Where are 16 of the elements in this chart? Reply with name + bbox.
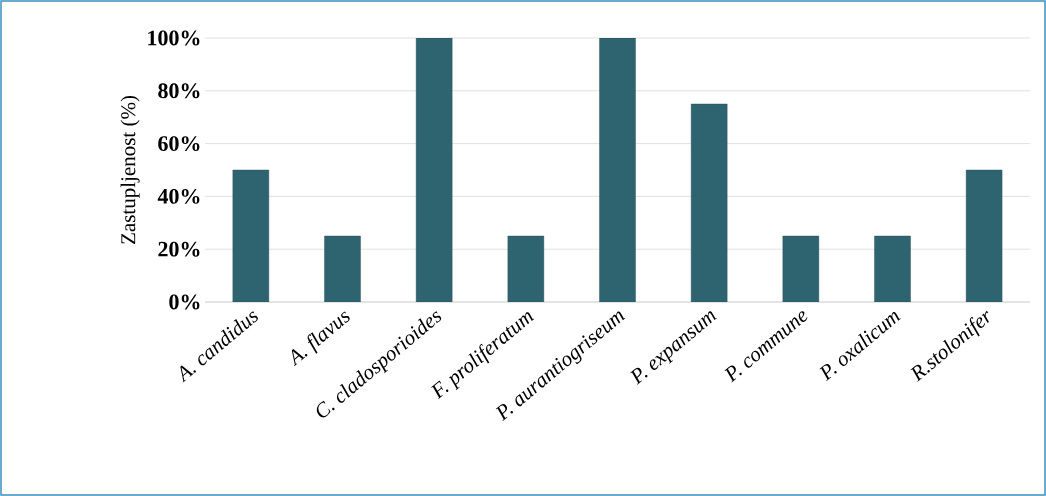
bar xyxy=(874,235,911,302)
bar xyxy=(507,235,545,302)
y-tick-label: 100% xyxy=(148,30,200,46)
y-tick-label: 40% xyxy=(157,188,200,204)
bar xyxy=(324,235,361,302)
y-tick-label: 0% xyxy=(169,294,200,310)
y-axis-title: Zastupljenost (%) xyxy=(120,95,140,244)
y-tick-label: 80% xyxy=(158,83,200,99)
bar xyxy=(965,169,1003,302)
bar xyxy=(232,169,270,302)
bar xyxy=(415,38,453,302)
y-tick-label: 20% xyxy=(158,241,200,257)
bar xyxy=(599,38,636,302)
y-tick-label: 60% xyxy=(158,136,200,152)
bar xyxy=(782,235,820,302)
bar xyxy=(690,103,728,302)
